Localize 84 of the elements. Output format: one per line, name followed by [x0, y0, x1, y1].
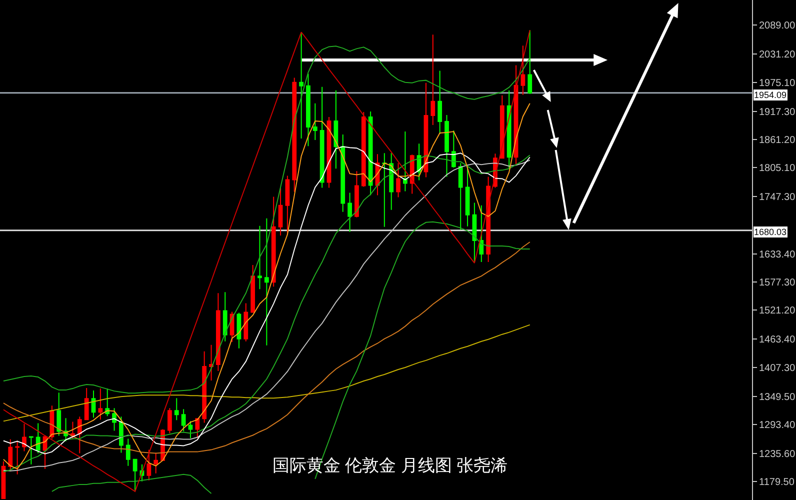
y-tick-label: 1633.40	[759, 249, 796, 260]
candlestick	[430, 34, 436, 126]
y-tick-label: 1463.40	[759, 334, 796, 346]
candlestick	[8, 438, 13, 472]
candlestick	[479, 204, 484, 263]
y-tick-label: 1805.10	[759, 163, 796, 174]
candlestick	[472, 202, 477, 264]
y-tick-label: 1179.50	[759, 477, 795, 488]
candlestick	[146, 449, 152, 481]
candlestick	[285, 175, 290, 236]
candlestick	[520, 45, 526, 96]
candlestick	[258, 225, 262, 290]
candlestick	[181, 408, 186, 432]
y-tick-label: 1293.40	[759, 420, 796, 431]
candlestick	[56, 392, 62, 436]
candlestick	[403, 131, 408, 192]
candlestick	[244, 302, 248, 342]
candlestick	[444, 114, 449, 178]
candlestick	[299, 32, 304, 140]
candlestick	[84, 388, 89, 421]
candlestick	[119, 416, 124, 454]
y-tick-label: 1521.20	[759, 306, 796, 317]
candlestick	[188, 420, 193, 439]
candlestick	[382, 152, 387, 228]
candlestick	[28, 436, 34, 465]
candlestick	[70, 421, 75, 440]
candlestick	[389, 152, 394, 210]
candlestick	[22, 423, 26, 452]
candlestick	[209, 344, 214, 382]
candlestick	[132, 458, 138, 492]
y-tick-label: 1747.30	[759, 192, 796, 204]
y-tick-label: 2089.00	[759, 20, 796, 32]
candlestick	[222, 292, 228, 342]
candlestick	[396, 162, 400, 198]
candlestick	[368, 110, 373, 196]
candlestick	[105, 388, 110, 417]
ref-line-label: 1680.03	[754, 227, 787, 237]
candlestick	[348, 192, 352, 232]
candlestick	[77, 416, 82, 454]
y-tick-label: 1577.30	[759, 277, 796, 288]
candlestick	[202, 350, 207, 424]
candlestick	[168, 408, 172, 434]
candlestick	[334, 90, 338, 170]
ref-line-label: 1954.09	[754, 90, 787, 100]
candlestick	[340, 134, 346, 212]
candlestick	[458, 162, 463, 230]
y-tick-label: 1349.50	[759, 392, 796, 403]
candlestick	[320, 86, 324, 188]
candlestick	[112, 408, 116, 432]
candlestick	[438, 70, 442, 135]
candlestick	[36, 422, 40, 454]
line-series	[2, 30, 530, 492]
y-tick-label: 1407.30	[759, 362, 796, 374]
candlestick	[15, 440, 20, 475]
line-series	[2, 324, 530, 422]
candlestick	[271, 196, 276, 288]
line-series	[2, 241, 530, 454]
y-tick-label: 1975.10	[759, 78, 796, 89]
candlestick	[424, 82, 428, 178]
candlestick	[264, 218, 269, 346]
candlestick	[126, 438, 130, 466]
candlestick	[292, 77, 297, 192]
y-tick-label: 1861.20	[759, 134, 796, 146]
candlestick	[216, 292, 220, 372]
candlestick	[500, 94, 504, 160]
candlestick	[250, 264, 256, 313]
y-tick-label: 1917.30	[759, 106, 796, 118]
candlestick	[278, 187, 283, 236]
line-series	[2, 46, 530, 394]
candlestick	[306, 73, 310, 147]
candlestick	[195, 418, 200, 439]
candlestick	[528, 30, 532, 94]
y-tick-label: 2031.20	[759, 50, 796, 61]
candlestick	[174, 398, 179, 421]
candlestick	[354, 170, 359, 218]
candlestick	[506, 90, 512, 169]
candlestick	[91, 390, 96, 418]
candlestick	[361, 111, 366, 188]
y-tick-label: 1235.60	[759, 449, 796, 460]
candlestick	[98, 388, 103, 420]
candlestick	[312, 102, 318, 141]
candlestick	[154, 452, 158, 474]
candlestick	[451, 130, 456, 168]
candlestick	[486, 176, 491, 263]
